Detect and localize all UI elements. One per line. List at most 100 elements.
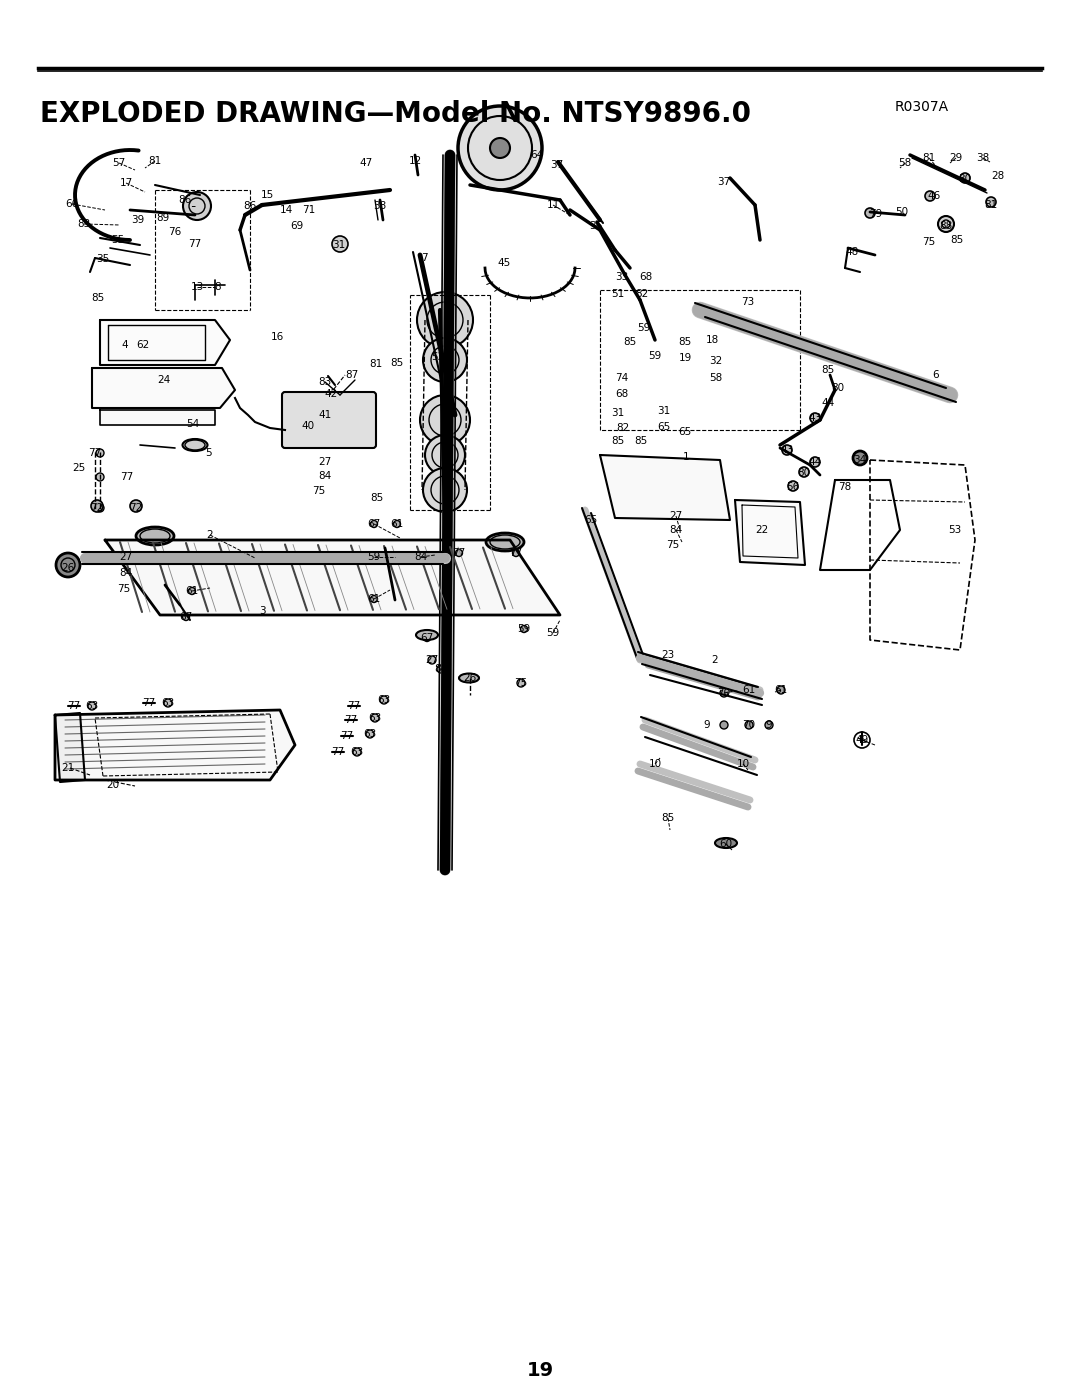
Text: 64: 64: [530, 149, 543, 161]
Text: 77: 77: [348, 701, 361, 711]
Ellipse shape: [183, 439, 207, 451]
Text: 15: 15: [260, 190, 273, 200]
Text: 89: 89: [157, 212, 170, 224]
Text: 67: 67: [420, 633, 434, 643]
Text: 44: 44: [808, 457, 822, 467]
Text: 26: 26: [62, 563, 75, 573]
Text: 48: 48: [846, 247, 859, 257]
Text: 68: 68: [616, 388, 629, 400]
Circle shape: [939, 217, 954, 232]
Text: 85: 85: [634, 436, 648, 446]
Text: 63: 63: [368, 712, 381, 724]
Text: 66: 66: [66, 198, 79, 210]
Text: 40: 40: [301, 420, 314, 432]
Text: 86: 86: [178, 196, 191, 205]
Text: 46: 46: [928, 191, 941, 201]
Text: 27: 27: [670, 511, 683, 521]
Circle shape: [423, 634, 431, 641]
Text: 24: 24: [158, 374, 171, 386]
Text: 85: 85: [611, 436, 624, 446]
Text: 52: 52: [431, 352, 445, 362]
Text: 77: 77: [89, 448, 102, 458]
Text: 28: 28: [991, 170, 1004, 182]
Text: 77: 77: [340, 731, 353, 740]
Text: 82: 82: [635, 289, 649, 299]
Text: 75: 75: [118, 584, 131, 594]
Text: 81: 81: [922, 154, 935, 163]
Text: 74: 74: [616, 373, 629, 383]
Ellipse shape: [459, 673, 480, 683]
Text: 7: 7: [421, 253, 428, 263]
Text: 63: 63: [161, 698, 175, 708]
Text: 85: 85: [661, 813, 675, 823]
Circle shape: [423, 338, 467, 381]
Circle shape: [745, 721, 753, 729]
Polygon shape: [735, 500, 805, 564]
Circle shape: [490, 138, 510, 158]
Text: 45: 45: [498, 258, 511, 268]
Text: 85: 85: [92, 293, 105, 303]
Circle shape: [370, 521, 378, 528]
Circle shape: [810, 457, 820, 467]
Text: 84: 84: [415, 552, 428, 562]
Text: 18: 18: [705, 335, 718, 345]
Text: 55: 55: [111, 235, 124, 244]
Text: 29: 29: [949, 154, 962, 163]
Text: 88: 88: [940, 221, 953, 231]
Text: 77: 77: [188, 239, 202, 249]
Circle shape: [426, 434, 465, 475]
Circle shape: [720, 689, 728, 697]
Text: 9: 9: [704, 719, 711, 731]
Text: 59: 59: [546, 629, 559, 638]
Text: 58: 58: [899, 158, 912, 168]
Text: 72: 72: [91, 503, 104, 513]
Text: 59: 59: [648, 351, 662, 360]
Text: 61: 61: [390, 520, 404, 529]
Text: 63: 63: [85, 701, 98, 711]
Text: 81: 81: [369, 359, 382, 369]
Polygon shape: [742, 504, 798, 557]
Text: 82: 82: [617, 423, 630, 433]
Circle shape: [332, 236, 348, 251]
Text: 54: 54: [187, 419, 200, 429]
Circle shape: [87, 703, 96, 710]
Circle shape: [380, 696, 388, 704]
Text: 77: 77: [510, 548, 523, 557]
Text: 12: 12: [408, 156, 421, 166]
Circle shape: [765, 721, 773, 729]
Polygon shape: [108, 326, 205, 360]
Circle shape: [96, 448, 104, 457]
Circle shape: [437, 665, 445, 673]
Circle shape: [853, 451, 867, 465]
Text: 77: 77: [67, 701, 81, 711]
Text: 47: 47: [360, 158, 373, 168]
Ellipse shape: [715, 838, 737, 848]
Circle shape: [366, 731, 374, 738]
Text: 50: 50: [895, 207, 908, 217]
Text: 77: 77: [120, 472, 134, 482]
Text: 65: 65: [584, 515, 597, 525]
Circle shape: [420, 395, 470, 446]
Text: 63: 63: [350, 747, 364, 757]
Circle shape: [183, 191, 211, 219]
Text: 42: 42: [324, 388, 338, 400]
Polygon shape: [100, 409, 215, 425]
Text: 10: 10: [737, 759, 750, 768]
Text: 43: 43: [781, 446, 794, 455]
Text: 85: 85: [950, 235, 963, 244]
Polygon shape: [92, 367, 235, 408]
Text: 39: 39: [132, 215, 145, 225]
Text: 2: 2: [712, 655, 718, 665]
Circle shape: [521, 626, 527, 633]
Text: 65: 65: [678, 427, 691, 437]
Circle shape: [164, 698, 172, 707]
Text: 14: 14: [280, 205, 293, 215]
Text: 13: 13: [190, 282, 204, 292]
Text: 2: 2: [206, 529, 214, 541]
Ellipse shape: [416, 630, 438, 640]
Text: 87: 87: [346, 370, 359, 380]
Text: 23: 23: [661, 650, 675, 659]
Text: 73: 73: [741, 298, 755, 307]
Text: 19: 19: [526, 1361, 554, 1379]
Text: 17: 17: [120, 177, 133, 189]
